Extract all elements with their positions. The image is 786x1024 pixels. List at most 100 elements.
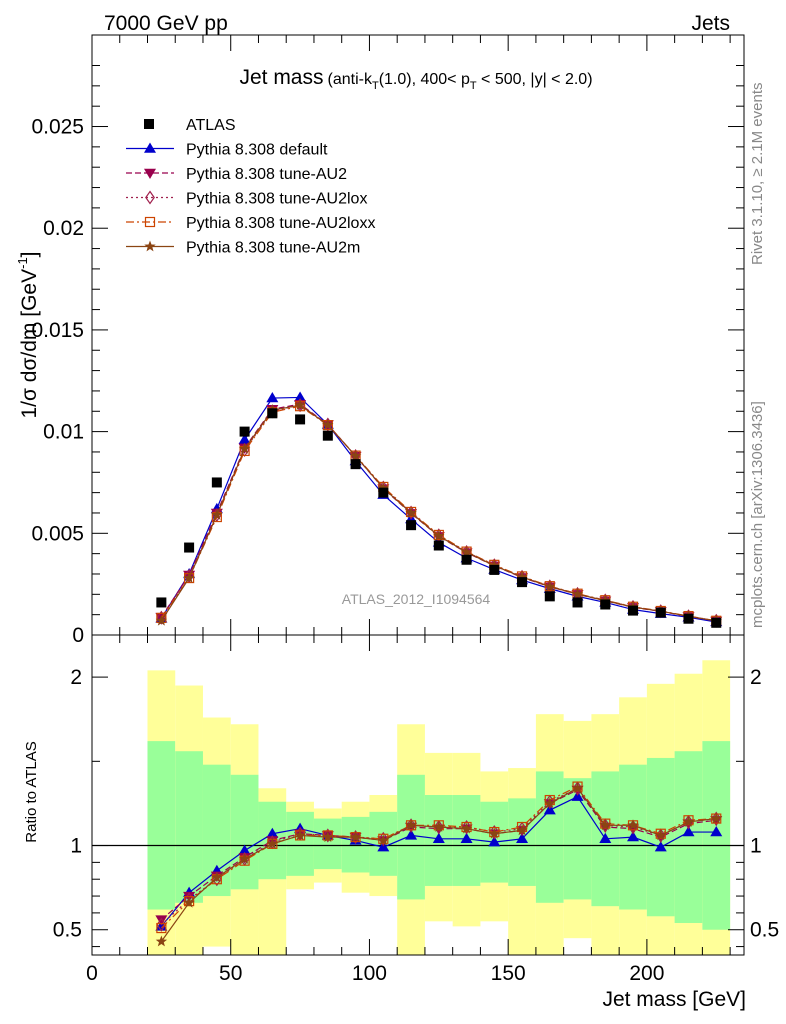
point-marker — [710, 826, 723, 837]
point-marker — [144, 168, 156, 179]
point-marker — [183, 572, 195, 583]
point-marker — [322, 418, 334, 430]
main-ylabel-sup: -1 — [15, 257, 30, 269]
point-marker — [460, 822, 473, 834]
data-point — [655, 607, 666, 618]
point-marker — [322, 831, 334, 842]
x-tick-label: 150 — [491, 962, 526, 985]
point-marker — [156, 917, 167, 932]
ratio-band-1sigma — [286, 811, 314, 876]
point-marker — [405, 829, 418, 840]
legend-label: Pythia 8.308 tune-AU2 — [186, 166, 347, 183]
point-marker — [211, 871, 223, 883]
data-point — [461, 554, 472, 565]
point-marker — [599, 832, 612, 843]
x-tick-label: 50 — [219, 962, 242, 985]
legend-label: Pythia 8.308 tune-AU2loxx — [186, 215, 375, 232]
point-marker — [266, 392, 279, 403]
point-marker — [238, 442, 251, 454]
data-point — [295, 414, 306, 425]
mcplots-label: mcplots.cern.ch [arXiv:1306.3436] — [749, 401, 766, 628]
ratio-y-tick-label: 1 — [70, 835, 82, 858]
ratio-y-tick-label-right: 0.5 — [750, 919, 779, 942]
point-marker — [266, 827, 279, 838]
point-marker — [155, 614, 168, 626]
data-point — [711, 617, 722, 628]
x-tick-label: 100 — [352, 962, 387, 985]
main-panel: 0 0.005 0.01 0.015 0.02 0.025 — [31, 34, 745, 647]
ratio-band-1sigma — [147, 741, 176, 910]
point-marker — [377, 482, 389, 493]
point-marker — [144, 240, 156, 252]
point-marker — [145, 190, 155, 205]
ratio-y-tick-label-right: 2 — [750, 666, 762, 689]
data-point — [406, 520, 417, 531]
point-marker — [350, 830, 361, 845]
data-point — [572, 597, 583, 608]
point-marker — [710, 812, 722, 824]
point-marker — [433, 821, 445, 832]
point-marker — [238, 853, 251, 864]
point-marker — [516, 832, 529, 843]
legend-label-atlas: ATLAS — [186, 117, 236, 134]
data-point — [600, 599, 611, 610]
data-point — [489, 564, 500, 575]
legend-label: Pythia 8.308 tune-AU2m — [186, 240, 360, 257]
title-main: Jet mass — [239, 66, 323, 89]
point-marker — [461, 819, 472, 835]
y-tick-label: 0.015 — [31, 319, 84, 342]
point-marker — [155, 915, 168, 926]
point-marker — [460, 832, 473, 843]
point-marker — [544, 797, 556, 809]
data-point — [156, 597, 167, 608]
point-marker — [294, 829, 306, 841]
point-marker — [655, 829, 667, 841]
title-detail-1: (anti-k — [328, 71, 373, 88]
data-point — [628, 605, 639, 616]
point-marker — [544, 794, 555, 809]
data-point — [211, 477, 222, 488]
point-marker — [405, 507, 417, 518]
title-detail-3: < 500, |y| < 2.0) — [477, 71, 593, 88]
header-left: 7000 GeV pp — [104, 12, 228, 35]
ratio-band-1sigma — [230, 774, 259, 890]
point-marker — [460, 546, 473, 558]
point-marker — [238, 433, 251, 444]
point-marker — [406, 818, 416, 833]
ratio-band-1sigma — [341, 816, 370, 873]
point-marker — [683, 814, 694, 829]
y-tick-label: 0.02 — [43, 217, 84, 240]
legend-label: Pythia 8.308 tune-AU2lox — [186, 191, 367, 208]
legend: ATLAS Pythia 8.308 default Pythia 8.308 tu… — [126, 117, 375, 257]
point-marker — [378, 831, 389, 846]
data-point — [544, 591, 555, 602]
point-marker — [544, 580, 556, 592]
point-marker — [516, 571, 528, 582]
y-tick-label: 0 — [72, 624, 84, 647]
point-marker — [488, 836, 501, 847]
point-marker — [571, 782, 584, 794]
ratio-band-1sigma — [313, 818, 342, 870]
point-marker — [155, 935, 168, 947]
data-point — [683, 613, 694, 624]
point-marker — [322, 828, 333, 843]
point-marker — [294, 391, 307, 402]
plot-title: Jet mass (anti-kT(1.0), 400< pT < 500, |y… — [239, 66, 592, 92]
point-marker — [599, 819, 611, 831]
point-marker — [682, 826, 695, 837]
data-point — [322, 430, 333, 441]
watermark: ATLAS_2012_I1094564 — [342, 591, 491, 607]
rivet-label: Rivet 3.1.10, ≥ 2.1M events — [749, 83, 766, 266]
ratio-y-tick-label-right: 1 — [750, 835, 762, 858]
point-marker — [183, 896, 195, 908]
point-marker — [627, 831, 640, 842]
main-ylabel-text: 1/σ dσ/dm [GeV — [18, 269, 41, 419]
point-marker — [432, 832, 445, 843]
point-marker — [156, 922, 167, 934]
ratio-ylabel: Ratio to ATLAS — [23, 741, 40, 842]
point-marker — [433, 529, 445, 541]
data-point — [267, 408, 278, 419]
x-axis-label: Jet mass [GeV] — [602, 988, 746, 1011]
x-tick-label: 200 — [629, 962, 664, 985]
